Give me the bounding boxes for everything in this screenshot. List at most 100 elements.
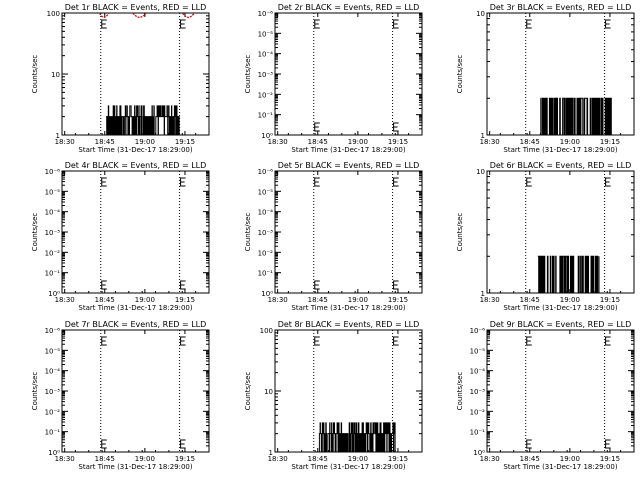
x-axis-label: Start Time (31-Dec-17 18:29:00) (503, 463, 617, 471)
y-tick-label: 10⁻⁴ (470, 368, 486, 376)
eclipse-marker (101, 336, 107, 346)
y-axis-label: Counts/sec (456, 213, 464, 252)
x-axis-label: Start Time (31-Dec-17 18:29:00) (78, 146, 192, 154)
y-tick-label: 10⁻⁶ (45, 327, 61, 335)
x-tick-label: 19:00 (348, 296, 368, 304)
panel-title: Det 3r BLACK = Events, RED = LLD (490, 3, 632, 12)
eclipse-marker (314, 19, 320, 29)
eclipse-marker (180, 177, 186, 187)
x-tick-label: 19:00 (560, 138, 580, 146)
x-tick-label: 19:15 (388, 455, 408, 463)
plot-frame (61, 170, 210, 294)
y-tick-label: 10⁻² (45, 249, 61, 257)
panel-2: Det 2r BLACK = Events, RED = LLD 18:30 18:… (244, 3, 423, 154)
x-tick-label: 19:15 (175, 296, 195, 304)
y-axis-label: Counts/sec (244, 213, 252, 252)
y-tick-label: 10⁰ (261, 132, 273, 140)
y-tick-label: 10⁻⁴ (45, 368, 61, 376)
y-tick-label: 10⁻³ (45, 388, 61, 396)
panel-8: Det 8r BLACK = Events, RED = LLD 18:30 18:… (244, 320, 423, 471)
eclipse-marker (101, 439, 107, 449)
y-tick-label: 10⁻² (470, 408, 486, 416)
plot-frame (274, 12, 423, 136)
y-tick-label: 10⁰ (48, 449, 60, 457)
x-tick-label: 19:00 (348, 138, 368, 146)
x-axis-label: Start Time (31-Dec-17 18:29:00) (291, 146, 405, 154)
y-tick-label: 10⁻¹ (45, 270, 61, 278)
plot-frame (61, 329, 210, 453)
x-tick-label: 19:15 (388, 296, 408, 304)
eclipse-marker (101, 280, 107, 290)
panel-title: Det 9r BLACK = Events, RED = LLD (490, 320, 632, 329)
y-tick-label: 10⁻⁶ (258, 10, 274, 18)
x-tick-label: 18:45 (308, 455, 328, 463)
eclipse-marker (605, 439, 611, 449)
panel-5: Det 5r BLACK = Events, RED = LLD 18:30 18:… (244, 161, 423, 312)
x-tick-label: 19:15 (175, 455, 195, 463)
y-tick-label: 10⁻⁵ (45, 188, 61, 196)
x-axis-label: Start Time (31-Dec-17 18:29:00) (291, 304, 405, 312)
y-tick-label: 10⁻² (258, 249, 274, 257)
x-tick-label: 18:45 (520, 296, 540, 304)
lld-trace (99, 12, 109, 18)
panel-1: Det 1r BLACK = Events, RED = LLD 18:30 18:… (31, 3, 210, 154)
y-tick-label: 10⁻³ (470, 388, 486, 396)
y-tick-label: 10 (264, 388, 273, 396)
eclipse-marker (393, 19, 399, 29)
eclipse-marker (314, 280, 320, 290)
eclipse-marker (526, 177, 532, 187)
y-tick-label: 10⁻¹ (45, 429, 61, 437)
x-tick-label: 18:30 (55, 455, 75, 463)
y-tick-label: 10⁻⁶ (45, 168, 61, 176)
panel-title: Det 4r BLACK = Events, RED = LLD (65, 161, 207, 170)
x-tick-label: 18:30 (268, 138, 288, 146)
y-tick-label: 10⁻¹ (258, 270, 274, 278)
x-tick-label: 19:15 (600, 296, 620, 304)
x-tick-label: 18:45 (95, 455, 115, 463)
panel-4: Det 4r BLACK = Events, RED = LLD 18:30 18:… (31, 161, 210, 312)
y-tick-label: 100 (47, 10, 60, 18)
panel-title: Det 8r BLACK = Events, RED = LLD (278, 320, 420, 329)
x-tick-label: 19:00 (560, 296, 580, 304)
panel-7: Det 7r BLACK = Events, RED = LLD 18:30 18:… (31, 320, 210, 471)
y-tick-label: 10 (476, 10, 485, 18)
eclipse-marker (393, 177, 399, 187)
y-axis-label: Counts/sec (456, 372, 464, 411)
events-trace (318, 422, 396, 453)
y-tick-label: 10 (51, 71, 60, 79)
events-trace (540, 97, 613, 136)
plot-frame (486, 329, 635, 453)
eclipse-marker (101, 177, 107, 187)
events-trace (106, 105, 180, 136)
y-tick-label: 10⁻⁴ (258, 51, 274, 59)
y-tick-label: 10⁻⁴ (45, 209, 61, 217)
eclipse-marker (314, 336, 320, 346)
x-tick-label: 18:45 (95, 296, 115, 304)
eclipse-marker (605, 19, 611, 29)
x-tick-label: 18:45 (308, 296, 328, 304)
x-tick-label: 18:30 (268, 455, 288, 463)
events-trace (537, 255, 600, 294)
panel-title: Det 1r BLACK = Events, RED = LLD (65, 3, 207, 12)
x-tick-label: 18:30 (480, 455, 500, 463)
y-axis-label: Counts/sec (31, 372, 39, 411)
x-tick-label: 19:00 (135, 455, 155, 463)
eclipse-marker (314, 177, 320, 187)
y-tick-label: 10⁻² (258, 91, 274, 99)
eclipse-marker (526, 19, 532, 29)
eclipse-marker (526, 336, 532, 346)
x-tick-label: 19:15 (600, 455, 620, 463)
y-tick-label: 10⁻³ (258, 71, 274, 79)
x-tick-label: 18:45 (520, 455, 540, 463)
x-tick-label: 18:45 (95, 138, 115, 146)
eclipse-marker (180, 19, 186, 29)
eclipse-marker (605, 336, 611, 346)
eclipse-marker (393, 122, 399, 132)
y-tick-label: 10⁻⁴ (258, 209, 274, 217)
x-tick-label: 19:00 (135, 296, 155, 304)
x-tick-label: 18:30 (55, 138, 75, 146)
plot-frame (274, 170, 423, 294)
panel-title: Det 6r BLACK = Events, RED = LLD (490, 161, 632, 170)
x-tick-label: 18:45 (520, 138, 540, 146)
